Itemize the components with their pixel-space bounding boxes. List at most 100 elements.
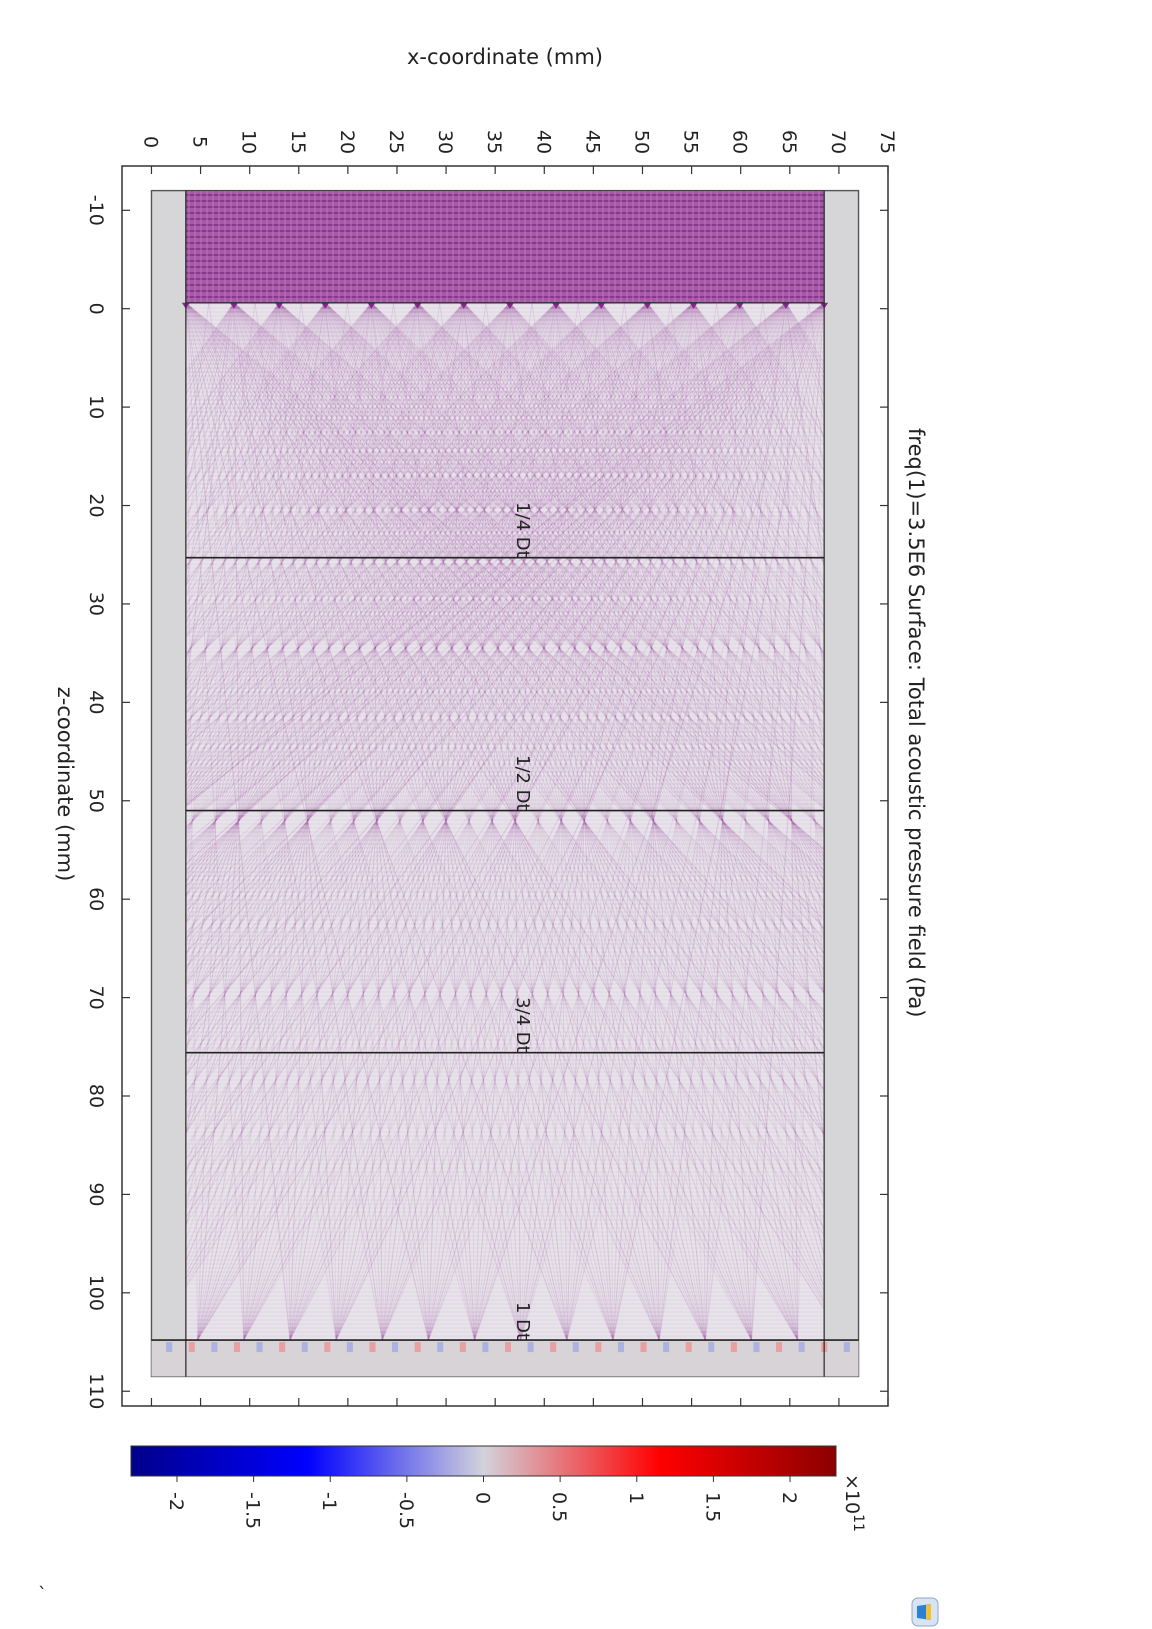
element-marker	[367, 302, 376, 309]
beam-ray	[823, 302, 825, 305]
colorbar-tick-label: -1.5	[242, 1492, 264, 1529]
element-marker	[552, 302, 561, 309]
boundary-spot	[301, 1342, 308, 1353]
z-tick-label: 20	[85, 493, 107, 517]
colorbar-tick-label: -2	[165, 1492, 187, 1511]
boundary-spot	[188, 1342, 195, 1353]
element-marker	[229, 302, 238, 309]
z-tick-label: -10	[85, 195, 107, 226]
boundary-spot	[414, 1342, 421, 1353]
x-tick-label: 65	[778, 130, 800, 154]
boundary-spot	[459, 1342, 466, 1353]
z-tick-label: 90	[85, 1182, 107, 1206]
boundary-spot	[482, 1342, 489, 1353]
boundary-spot	[708, 1342, 715, 1353]
boundary-spot	[572, 1342, 579, 1353]
boundary-spot	[776, 1342, 783, 1353]
element-marker	[597, 302, 606, 309]
colorbar-tick-label: 1.5	[701, 1492, 723, 1522]
boundary-spot	[798, 1342, 805, 1353]
x-tick-label: 35	[483, 130, 505, 154]
beam-ray	[823, 302, 825, 305]
colorbar: -2 -1.5 -1 -0.5 0 0.5 1 1.5 2 ×1011	[130, 1445, 866, 1532]
colorbar-tick-label: 2	[778, 1492, 800, 1504]
beam-ray	[823, 302, 825, 304]
colorbar-tick-label: 1	[625, 1492, 647, 1504]
x-tick-label: 5	[189, 136, 211, 148]
annotation-label: 1 Dt	[512, 1302, 533, 1340]
boundary-spot	[663, 1342, 670, 1353]
z-tick-label: 30	[85, 592, 107, 616]
beam-pattern	[185, 302, 825, 1341]
z-tick-label: 110	[85, 1373, 107, 1409]
z-tick-label: 50	[85, 789, 107, 813]
z-tick-label: 10	[85, 395, 107, 419]
annotation-label: 3/4 Dt	[512, 997, 533, 1053]
boundary-spot	[550, 1342, 557, 1353]
pressure-field	[150, 189, 860, 1378]
stray-mark: `	[38, 1584, 47, 1605]
boundary-spot	[233, 1342, 240, 1353]
boundary-spot	[279, 1342, 286, 1353]
z-tick-label: 100	[85, 1275, 107, 1311]
boundary-spot	[527, 1342, 534, 1353]
chart-title: freq(1)=3.5E6 Surface: Total acoustic pr…	[904, 428, 928, 1017]
x-tick-label: 25	[385, 130, 407, 154]
beam-ray	[823, 302, 825, 305]
element-marker	[735, 302, 744, 309]
colorbar-tick-label: -1	[318, 1492, 340, 1511]
boundary-spot	[369, 1342, 376, 1353]
z-axis-ticks: -10 0 10 20 30 40 50 60 70 80 90 100 110	[85, 195, 888, 1409]
x-tick-label: 15	[287, 130, 309, 154]
beam-ray	[823, 302, 825, 305]
colorbar-tick-label: 0.5	[548, 1492, 570, 1522]
z-tick-label: 40	[85, 690, 107, 714]
transducer-region	[185, 190, 825, 304]
ripple-overlay	[185, 302, 825, 1341]
x-tick-label: 75	[876, 130, 898, 154]
x-tick-label: 45	[581, 130, 603, 154]
plot-frame	[121, 165, 889, 1407]
x-tick-label: 0	[139, 136, 161, 148]
boundary-spot	[505, 1342, 511, 1353]
beam-ray	[823, 302, 825, 305]
annotation-label: 1/2 Dt	[512, 755, 533, 811]
element-marker	[413, 302, 422, 309]
z-tick-label: 60	[85, 887, 107, 911]
annotation-label: 1/4 Dt	[512, 502, 533, 558]
colorbar-tick-label: 0	[472, 1492, 494, 1504]
colorbar-gradient	[130, 1445, 837, 1477]
z-tick-label: 70	[85, 985, 107, 1009]
boundary-spot	[346, 1342, 353, 1353]
boundary-spot	[392, 1342, 399, 1353]
element-marker	[689, 302, 698, 309]
x-tick-label: 40	[532, 130, 554, 154]
z-tick-label: 80	[85, 1084, 107, 1108]
x-tick-label: 10	[238, 130, 260, 154]
boundary-spot	[617, 1342, 624, 1353]
boundary-spot	[730, 1342, 737, 1353]
beam-ray	[823, 302, 825, 306]
boundary-spot	[685, 1342, 692, 1353]
z-tick-label: 0	[85, 303, 107, 315]
z-axis-label: z-coordinate (mm)	[53, 687, 77, 882]
boundary-spot	[437, 1342, 444, 1353]
x-axis-ticks: 0 5 10 15 20 25 30 35 40 45 50 55 60 65 70 75	[139, 130, 898, 1406]
boundary-spot	[843, 1342, 850, 1353]
x-tick-label: 55	[680, 130, 702, 154]
boundary-spot	[166, 1342, 173, 1353]
x-tick-label: 50	[630, 130, 652, 154]
colorbar-tick-label: -0.5	[395, 1492, 417, 1529]
x-tick-label: 70	[827, 130, 849, 154]
element-marker	[505, 302, 514, 309]
element-marker	[643, 302, 652, 309]
x-tick-label: 60	[729, 130, 751, 154]
x-tick-label: 30	[434, 130, 456, 154]
comsol-logo-icon	[911, 1597, 939, 1627]
element-marker	[275, 302, 284, 309]
boundary-spot	[211, 1342, 218, 1353]
x-tick-label: 20	[336, 130, 358, 154]
boundary-spot	[256, 1342, 263, 1353]
boundary-spot	[324, 1342, 331, 1353]
